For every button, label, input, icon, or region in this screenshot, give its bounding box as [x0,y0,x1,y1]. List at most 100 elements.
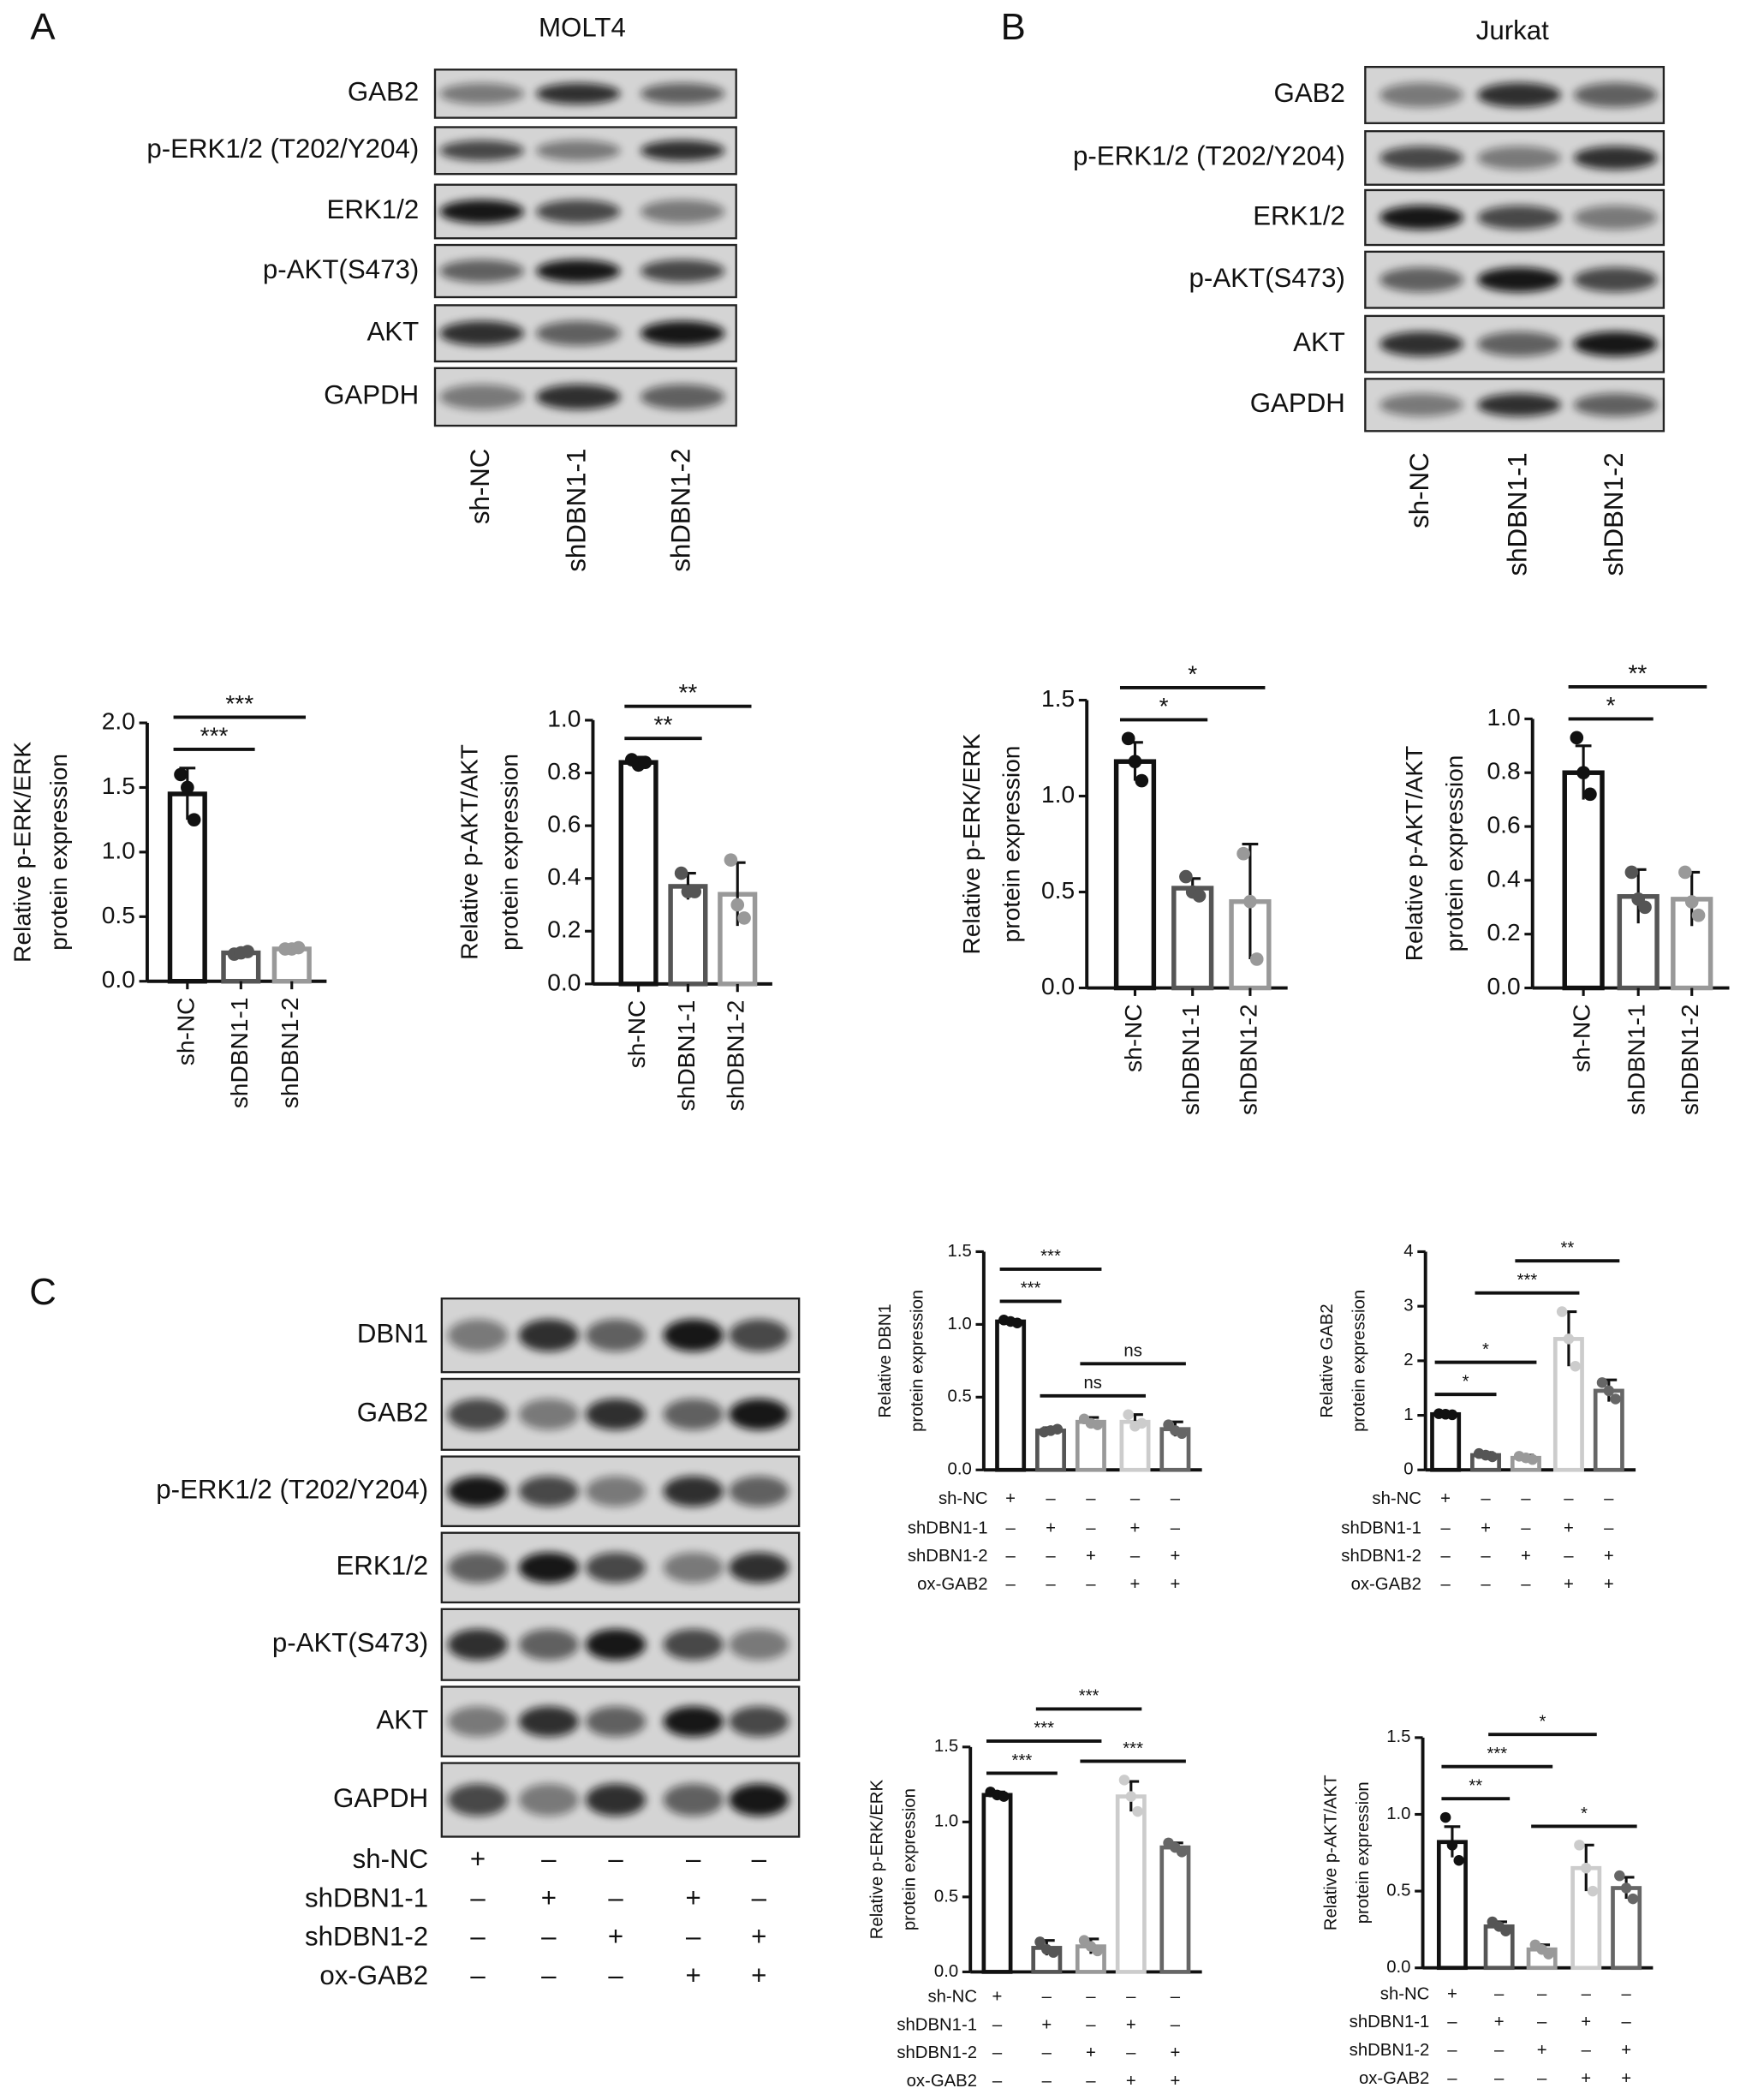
blot-band [585,1319,647,1352]
condition-sign: – [1537,2013,1547,2031]
condition-sign: – [1086,1575,1096,1594]
condition-sign: – [1537,2069,1547,2088]
blot-band [663,1399,724,1430]
data-point [1052,1423,1064,1435]
condition-sign: – [1171,1489,1181,1508]
blot-band [1477,331,1561,357]
blot-band [439,140,524,161]
y-tick-label: 1.5 [948,1242,972,1261]
blot-band [1379,146,1463,170]
data-point [1243,894,1257,909]
x-tick-label: sh-NC [172,997,199,1065]
condition-sign: + [1086,1547,1096,1566]
y-tick-label: 1.5 [934,1737,958,1756]
y-tick-label: 1.5 [102,773,135,799]
blot-row-label: AKT [1293,327,1345,357]
significance-label: * [1463,1372,1469,1391]
condition-sign: + [1170,2043,1180,2062]
condition-label: shDBN1-1 [1350,2013,1430,2031]
condition-sign: + [1005,1489,1016,1508]
condition-sign: + [470,1844,486,1874]
condition-sign: – [1042,2043,1052,2062]
blot-band [1477,82,1561,108]
blot-band [1573,393,1658,417]
data-point [1176,1846,1188,1858]
y-tick-label: 0.8 [1487,758,1521,785]
data-point [1118,1775,1130,1786]
condition-sign: + [1621,2069,1631,2088]
condition-sign: – [1494,2069,1505,2088]
condition-sign: – [1046,1489,1056,1508]
blot-band [663,1552,724,1584]
condition-sign: + [1481,1518,1491,1537]
blot-band [1573,267,1658,293]
blot-row-label: DBN1 [357,1318,428,1348]
condition-sign: – [1481,1489,1491,1508]
blot-band [729,1552,790,1584]
blot-band [585,1629,647,1661]
condition-sign: – [1042,2072,1052,2091]
condition-sign: + [1521,1547,1531,1566]
bar [618,760,658,987]
y-axis-label: Relative p-ERK/ERK [9,742,36,963]
blot-row-label: GAB2 [1274,78,1345,108]
blot-band [640,384,725,410]
condition-sign: – [1171,1518,1181,1537]
y-axis-label: Relative GAB2 [1318,1304,1337,1417]
data-point [724,853,738,867]
blot-band [447,1476,509,1507]
blot-band [729,1706,790,1737]
condition-label: sh-NC [939,1489,988,1508]
condition-sign: – [1440,1547,1451,1566]
panel-label: C [29,1271,57,1313]
condition-sign: – [1046,1547,1056,1566]
y-tick-label: 2.0 [102,707,135,734]
significance-label: ns [1084,1374,1102,1393]
blot-band [729,1629,790,1661]
data-point [1614,1870,1625,1882]
y-tick-label: 0.0 [1487,973,1521,999]
blot-band [536,384,621,410]
condition-sign: – [1005,1518,1016,1537]
blot-band [729,1399,790,1430]
bar [668,884,708,987]
data-point [1092,1419,1103,1430]
condition-sign: + [1581,2069,1591,2088]
blot-band [729,1783,790,1817]
condition-sign: + [1447,1984,1457,2003]
condition-sign: – [1564,1489,1574,1508]
y-tick-label: 0.0 [102,966,135,993]
y-axis-label: protein expression [1350,1290,1368,1432]
condition-sign: – [1440,1575,1451,1594]
data-point [1176,1428,1188,1440]
y-tick-label: 1.0 [934,1812,958,1831]
significance-label: ** [654,712,673,738]
y-tick-label: 0.2 [1487,919,1521,946]
condition-sign: – [1494,1984,1505,2003]
blot-row-label: GAB2 [357,1398,428,1428]
data-point [1446,1409,1458,1421]
data-point [1691,908,1706,922]
condition-sign: – [1582,2041,1592,2060]
blot-band [439,83,524,104]
condition-sign: – [608,1844,623,1874]
condition-label: ox-GAB2 [1359,2069,1429,2088]
data-point [1123,1409,1134,1420]
data-point [187,813,201,827]
blot-band [1477,146,1561,170]
blot-row-label: p-ERK1/2 (T202/Y204) [1073,141,1345,171]
blot-band [536,83,621,104]
significance-label: * [1159,693,1169,719]
condition-sign: – [1621,2013,1631,2031]
blot-band [640,83,725,104]
significance-label: ** [1628,659,1647,686]
blot-band [1379,205,1463,230]
blot-band [1477,205,1561,230]
x-tick-label: sh-NC [1569,1004,1595,1072]
blot-band [663,1629,724,1661]
blot-band [518,1319,579,1352]
data-point [1453,1855,1465,1866]
condition-sign: + [1046,1518,1056,1537]
blot-band [1379,331,1463,357]
data-point [174,767,188,782]
